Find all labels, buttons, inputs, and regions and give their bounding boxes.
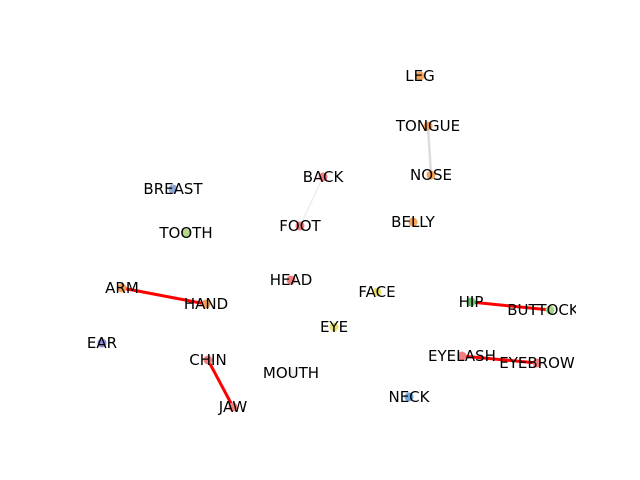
node-tooth — [181, 228, 191, 238]
node-label-tongue: TONGUE — [395, 117, 460, 135]
node-jaw — [228, 402, 238, 412]
node-nose — [426, 170, 436, 180]
node-eyebrow — [532, 358, 542, 368]
node-label-back: BACK — [303, 168, 345, 186]
node-breast — [168, 184, 178, 194]
node-label-arm: ARM — [105, 279, 139, 297]
node-face — [372, 287, 382, 297]
node-back — [318, 172, 328, 182]
node-ear — [97, 338, 107, 348]
node-label-mouth: MOUTH — [263, 364, 319, 382]
node-label-nose: NOSE — [410, 166, 452, 184]
node-label-eye: EYE — [320, 318, 348, 336]
node-mouth — [286, 368, 296, 378]
node-hip — [466, 297, 476, 307]
node-label-head: HEAD — [270, 271, 313, 289]
node-chin — [203, 355, 213, 365]
node-label-hip: HIP — [459, 293, 484, 311]
node-label-foot: FOOT — [279, 217, 321, 235]
node-eyelash — [457, 351, 467, 361]
node-label-ear: EAR — [87, 334, 117, 352]
node-label-buttock: BUTTOCK — [507, 301, 580, 319]
edge-layer — [120, 124, 552, 409]
node-label-tooth: TOOTH — [158, 224, 212, 242]
node-label-chin: CHIN — [189, 351, 226, 369]
node-foot — [295, 221, 305, 231]
node-label-breast: BREAST — [143, 180, 203, 198]
node-label-jaw: JAW — [218, 398, 248, 416]
node-label-hand: HAND — [184, 295, 228, 313]
node-hand — [201, 299, 211, 309]
node-label-face: FACE — [358, 283, 395, 301]
edge-tongue-nose — [426, 124, 433, 177]
node-buttock — [545, 305, 555, 315]
label-layer: LEG TONGUE NOSE BACK BREAST BELLY FOOT TOOTH HEA… — [87, 67, 580, 416]
node-head — [286, 275, 296, 285]
edge-back-foot — [299, 176, 324, 227]
node-leg — [415, 71, 425, 81]
node-label-eyebrow: EYEBROW — [499, 354, 575, 372]
node-neck — [404, 392, 414, 402]
edge-hip-buttock — [469, 300, 552, 312]
node-layer — [97, 71, 555, 412]
edge-chin-jaw — [206, 358, 235, 409]
node-label-neck: NECK — [388, 388, 430, 406]
node-eye — [329, 322, 339, 332]
node-belly — [408, 217, 418, 227]
node-label-leg: LEG — [405, 67, 434, 85]
edge-arm-hand — [120, 286, 208, 306]
node-label-belly: BELLY — [391, 213, 435, 231]
node-tongue — [423, 121, 433, 131]
node-label-eyelash: EYELASH — [428, 347, 496, 365]
edge-eyelash-eyebrow — [460, 354, 539, 365]
node-arm — [117, 283, 127, 293]
